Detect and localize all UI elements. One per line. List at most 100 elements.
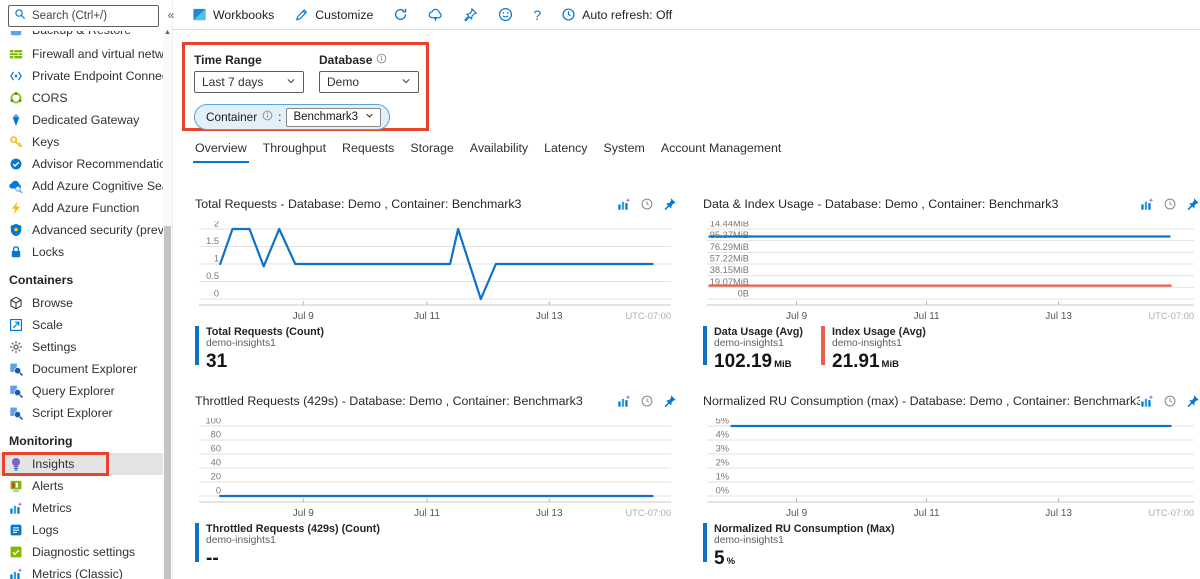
scroll-up-icon[interactable]: ▲	[164, 29, 171, 36]
sidebar-item-script-explorer[interactable]: Script Explorer	[0, 402, 163, 424]
sidebar-item-scale[interactable]: Scale	[0, 314, 163, 336]
chart-metrics-icon[interactable]	[617, 394, 631, 408]
sidebar-item-add-azure-cognitive-search[interactable]: Add Azure Cognitive Search	[0, 175, 163, 197]
sidebar-item-label: Diagnostic settings	[32, 545, 136, 559]
svg-text:1%: 1%	[716, 472, 729, 482]
sidebar-item-cors[interactable]: CORS	[0, 87, 163, 109]
chart-pin-icon[interactable]	[1186, 394, 1200, 408]
sidebar-item-backup-restore[interactable]: Backup & Restore	[0, 31, 163, 43]
tab-latency[interactable]: Latency	[544, 141, 588, 155]
share-button[interactable]	[418, 0, 453, 29]
history-icon[interactable]	[1163, 197, 1177, 211]
svg-text:Jul 9: Jul 9	[293, 311, 315, 322]
workbooks-button[interactable]: Workbooks	[182, 0, 284, 29]
chart-legend: Normalized RU Consumption (Max) demo-insi…	[703, 523, 1200, 570]
firewall-icon	[9, 47, 23, 61]
svg-text:Jul 13: Jul 13	[536, 508, 563, 519]
sidebar-item-firewall-and-virtual-networks[interactable]: Firewall and virtual networks	[0, 43, 163, 65]
chart-pin-icon[interactable]	[663, 197, 677, 211]
auto-refresh-button[interactable]: Auto refresh: Off	[551, 0, 682, 29]
tab-availability[interactable]: Availability	[469, 141, 529, 155]
time-range-select[interactable]: Last 7 days	[194, 71, 304, 93]
sidebar-collapse-button[interactable]: «	[167, 8, 175, 22]
container-select[interactable]: Benchmark3	[286, 107, 381, 127]
chart-actions	[617, 197, 677, 211]
chart-legend: Throttled Requests (429s) (Count) demo-in…	[195, 523, 677, 570]
tab-storage[interactable]: Storage	[410, 141, 454, 155]
sidebar-item-label: Advisor Recommendations	[32, 157, 163, 171]
time-range-field: Time Range Last 7 days	[194, 52, 304, 93]
sidebar-item-alerts[interactable]: Alerts	[0, 475, 163, 497]
sidebar-item-document-explorer[interactable]: Document Explorer	[0, 358, 163, 380]
chart-pin-icon[interactable]	[1186, 197, 1200, 211]
legend-color-bar	[195, 326, 199, 365]
history-icon[interactable]	[1163, 394, 1177, 408]
svg-text:0%: 0%	[716, 486, 729, 496]
tab-overview[interactable]: Overview	[193, 139, 249, 163]
sidebar-item-private-endpoint-connections[interactable]: Private Endpoint Connections	[0, 65, 163, 87]
sidebar-item-keys[interactable]: Keys	[0, 131, 163, 153]
search-icon	[14, 7, 26, 25]
chart-metrics-icon[interactable]	[1140, 394, 1154, 408]
chart-pin-icon[interactable]	[663, 394, 677, 408]
search-input[interactable]	[30, 9, 153, 23]
customize-button[interactable]: Customize	[284, 0, 383, 29]
svg-text:4%: 4%	[716, 430, 729, 440]
alerts-icon	[9, 479, 23, 493]
tab-throughput[interactable]: Throughput	[262, 141, 327, 155]
tab-requests[interactable]: Requests	[342, 141, 395, 155]
sidebar-item-settings[interactable]: Settings	[0, 336, 163, 358]
svg-text:Jul 13: Jul 13	[1045, 508, 1072, 519]
chart-card-normalized-ru-consumption: Normalized RU Consumption (max) - Databa…	[703, 393, 1200, 569]
clock-icon	[561, 7, 576, 22]
sidebar-item-advanced-security-preview[interactable]: Advanced security (preview)	[0, 219, 163, 241]
sidebar-item-label: Logs	[32, 523, 59, 537]
feedback-button[interactable]	[488, 0, 523, 29]
workbooks-button-label: Workbooks	[213, 7, 275, 22]
help-button[interactable]: ?	[523, 0, 551, 29]
svg-text:76.29MiB: 76.29MiB	[710, 242, 749, 252]
container-separator: :	[278, 110, 282, 124]
sidebar-item-insights[interactable]: Insights	[0, 452, 163, 476]
sidebar-item-metrics-classic[interactable]: Metrics (Classic)	[0, 563, 163, 579]
insights-icon	[9, 457, 23, 471]
sidebar-item-logs[interactable]: Logs	[0, 519, 163, 541]
sidebar-item-browse[interactable]: Browse	[0, 292, 163, 314]
refresh-button[interactable]	[383, 0, 418, 29]
sidebar-item-locks[interactable]: Locks	[0, 241, 163, 263]
sidebar-item-query-explorer[interactable]: Query Explorer	[0, 380, 163, 402]
sidebar-section-containers: Containers	[9, 273, 74, 287]
sidebar-item-add-azure-function[interactable]: Add Azure Function	[0, 197, 163, 219]
scrollbar-thumb[interactable]	[164, 226, 171, 579]
sidebar-item-metrics[interactable]: Metrics	[0, 497, 163, 519]
chart-actions	[1140, 197, 1200, 211]
chart-legend: Total Requests (Count) demo-insights1 31	[195, 326, 677, 373]
sidebar-item-label: Alerts	[32, 479, 64, 493]
tab-account-management[interactable]: Account Management	[660, 141, 782, 155]
sidebar-scrollbar[interactable]: ▲	[163, 26, 172, 579]
chart-title-normalized-ru-consumption: Normalized RU Consumption (max) - Databa…	[703, 394, 1140, 408]
legend-value: 5%	[714, 547, 736, 569]
svg-text:0: 0	[214, 289, 219, 299]
sidebar-item-diagnostic-settings[interactable]: Diagnostic settings	[0, 541, 163, 563]
history-icon[interactable]	[640, 394, 654, 408]
sidebar-item-label: Script Explorer	[32, 406, 113, 420]
locks-icon	[9, 245, 23, 259]
chart-metrics-icon[interactable]	[617, 197, 631, 211]
svg-text:14.44MiB: 14.44MiB	[710, 221, 749, 229]
settings-icon	[9, 340, 23, 354]
sidebar-item-advisor-recommendations[interactable]: Advisor Recommendations	[0, 153, 163, 175]
svg-text:Jul 9: Jul 9	[293, 508, 315, 519]
pin-button[interactable]	[453, 0, 488, 29]
history-icon[interactable]	[640, 197, 654, 211]
database-select[interactable]: Demo	[319, 71, 419, 93]
chevron-down-icon	[401, 75, 411, 89]
advisor-icon	[9, 157, 23, 171]
legend-label: Data Usage (Avg)	[714, 326, 803, 338]
tab-system[interactable]: System	[603, 141, 645, 155]
chart-metrics-icon[interactable]	[1140, 197, 1154, 211]
container-pill: Container : Benchmark3	[194, 104, 390, 130]
sidebar-item-label: Metrics (Classic)	[32, 567, 123, 579]
search-box[interactable]	[8, 5, 159, 27]
sidebar-item-dedicated-gateway[interactable]: Dedicated Gateway	[0, 109, 163, 131]
